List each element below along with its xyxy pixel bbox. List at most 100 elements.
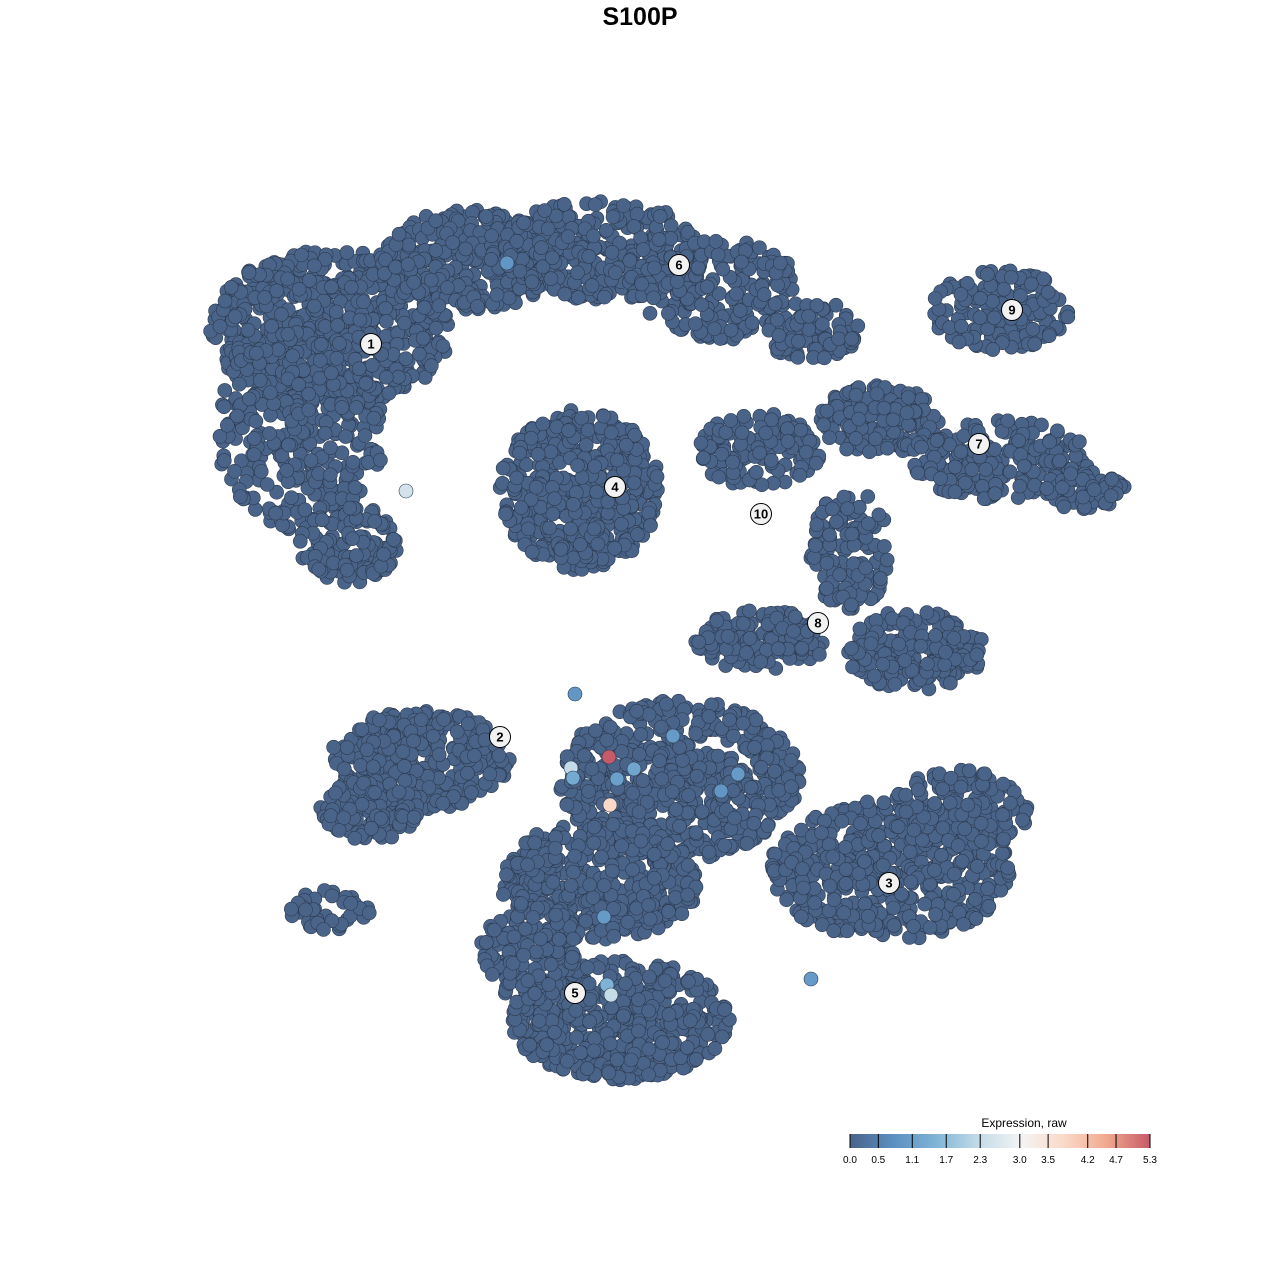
cell-point bbox=[885, 412, 901, 428]
cell-point bbox=[597, 289, 612, 305]
cell-point bbox=[753, 760, 769, 775]
cell-point bbox=[263, 385, 278, 400]
cell-point bbox=[680, 857, 696, 873]
cell-point bbox=[635, 773, 651, 788]
cell-point bbox=[771, 328, 787, 343]
cell-point bbox=[770, 277, 785, 293]
cell-point bbox=[659, 696, 674, 712]
cell-point bbox=[524, 274, 540, 290]
cell-point bbox=[919, 605, 935, 620]
cell-point bbox=[727, 810, 742, 826]
cell-point bbox=[323, 440, 338, 456]
cell-point bbox=[306, 298, 322, 314]
cell-point bbox=[484, 228, 499, 244]
cell-point bbox=[739, 836, 755, 851]
cell-point bbox=[736, 408, 752, 424]
cell-point bbox=[913, 638, 929, 654]
cell-point bbox=[247, 431, 262, 446]
cell-point bbox=[831, 331, 846, 347]
cell-point bbox=[753, 654, 769, 670]
cell-point bbox=[767, 763, 782, 779]
cell-point bbox=[275, 517, 290, 533]
cell-point bbox=[338, 429, 353, 444]
cell-point bbox=[523, 430, 539, 446]
cell-point bbox=[584, 278, 600, 293]
cell-point bbox=[400, 257, 416, 272]
cell-point bbox=[398, 351, 414, 366]
cell-point bbox=[470, 299, 485, 314]
cell-point bbox=[629, 703, 644, 719]
cell-point bbox=[388, 259, 403, 275]
cell-point bbox=[253, 464, 269, 479]
cell-point bbox=[701, 709, 717, 724]
cell-point bbox=[875, 656, 891, 672]
cell-point bbox=[381, 385, 397, 401]
cell-point bbox=[927, 291, 943, 306]
cell-point bbox=[353, 758, 368, 773]
cell-point bbox=[863, 636, 879, 652]
cell-point bbox=[367, 514, 382, 529]
cell-point bbox=[771, 782, 787, 798]
cell-point bbox=[861, 516, 876, 531]
cell-point bbox=[342, 500, 358, 516]
cell-point bbox=[280, 271, 296, 287]
cell-point bbox=[607, 540, 622, 556]
cell-point bbox=[495, 460, 511, 476]
cell-point bbox=[312, 353, 328, 368]
cell-point bbox=[596, 408, 611, 424]
cell-point bbox=[851, 411, 866, 427]
cell-point bbox=[914, 439, 929, 455]
cell-point bbox=[234, 453, 249, 469]
cell-point bbox=[314, 512, 330, 528]
cell-point bbox=[458, 241, 473, 257]
cell-point bbox=[378, 301, 393, 316]
cell-point bbox=[1086, 482, 1102, 498]
cell-point bbox=[324, 888, 340, 904]
cell-point bbox=[545, 506, 561, 522]
cell-point bbox=[584, 761, 600, 777]
cell-point bbox=[742, 631, 758, 646]
cell-point bbox=[428, 213, 444, 228]
cell-point bbox=[694, 804, 710, 819]
cell-point bbox=[798, 444, 814, 460]
cell-point bbox=[1060, 309, 1076, 325]
cell-point bbox=[809, 517, 825, 532]
cell-point bbox=[986, 310, 1002, 326]
cell-point bbox=[358, 375, 374, 391]
cell-point bbox=[869, 386, 885, 402]
cell-point bbox=[654, 771, 670, 787]
cell-point bbox=[542, 520, 557, 536]
cell-point bbox=[758, 425, 774, 441]
cell-point bbox=[264, 318, 279, 334]
cell-point bbox=[900, 390, 916, 405]
cell-point bbox=[406, 809, 422, 825]
cell-point bbox=[715, 261, 731, 277]
cell-point bbox=[294, 247, 309, 263]
cell-point bbox=[848, 431, 864, 446]
cell-point bbox=[609, 452, 625, 468]
cell-point bbox=[328, 785, 343, 801]
cell-point bbox=[586, 521, 602, 537]
cell-point bbox=[947, 459, 963, 475]
cell-point bbox=[301, 402, 317, 418]
cell-point bbox=[491, 748, 507, 763]
cell-point bbox=[378, 369, 394, 385]
cell-point bbox=[528, 479, 544, 495]
cell-point bbox=[543, 271, 559, 286]
cell-point bbox=[324, 365, 339, 381]
cell-point bbox=[216, 399, 232, 415]
cell-point bbox=[535, 416, 551, 432]
cell-point bbox=[690, 260, 706, 275]
cell-point bbox=[347, 480, 363, 495]
cell-point bbox=[620, 914, 636, 930]
cell-point bbox=[248, 413, 264, 429]
cell-point bbox=[709, 613, 725, 629]
cell-point bbox=[743, 780, 759, 795]
cell-point bbox=[672, 818, 687, 834]
cell-point bbox=[364, 357, 380, 373]
cell-point bbox=[345, 454, 361, 470]
cell-point bbox=[1042, 434, 1057, 450]
cell-point bbox=[217, 453, 232, 468]
cell-point bbox=[783, 753, 799, 768]
